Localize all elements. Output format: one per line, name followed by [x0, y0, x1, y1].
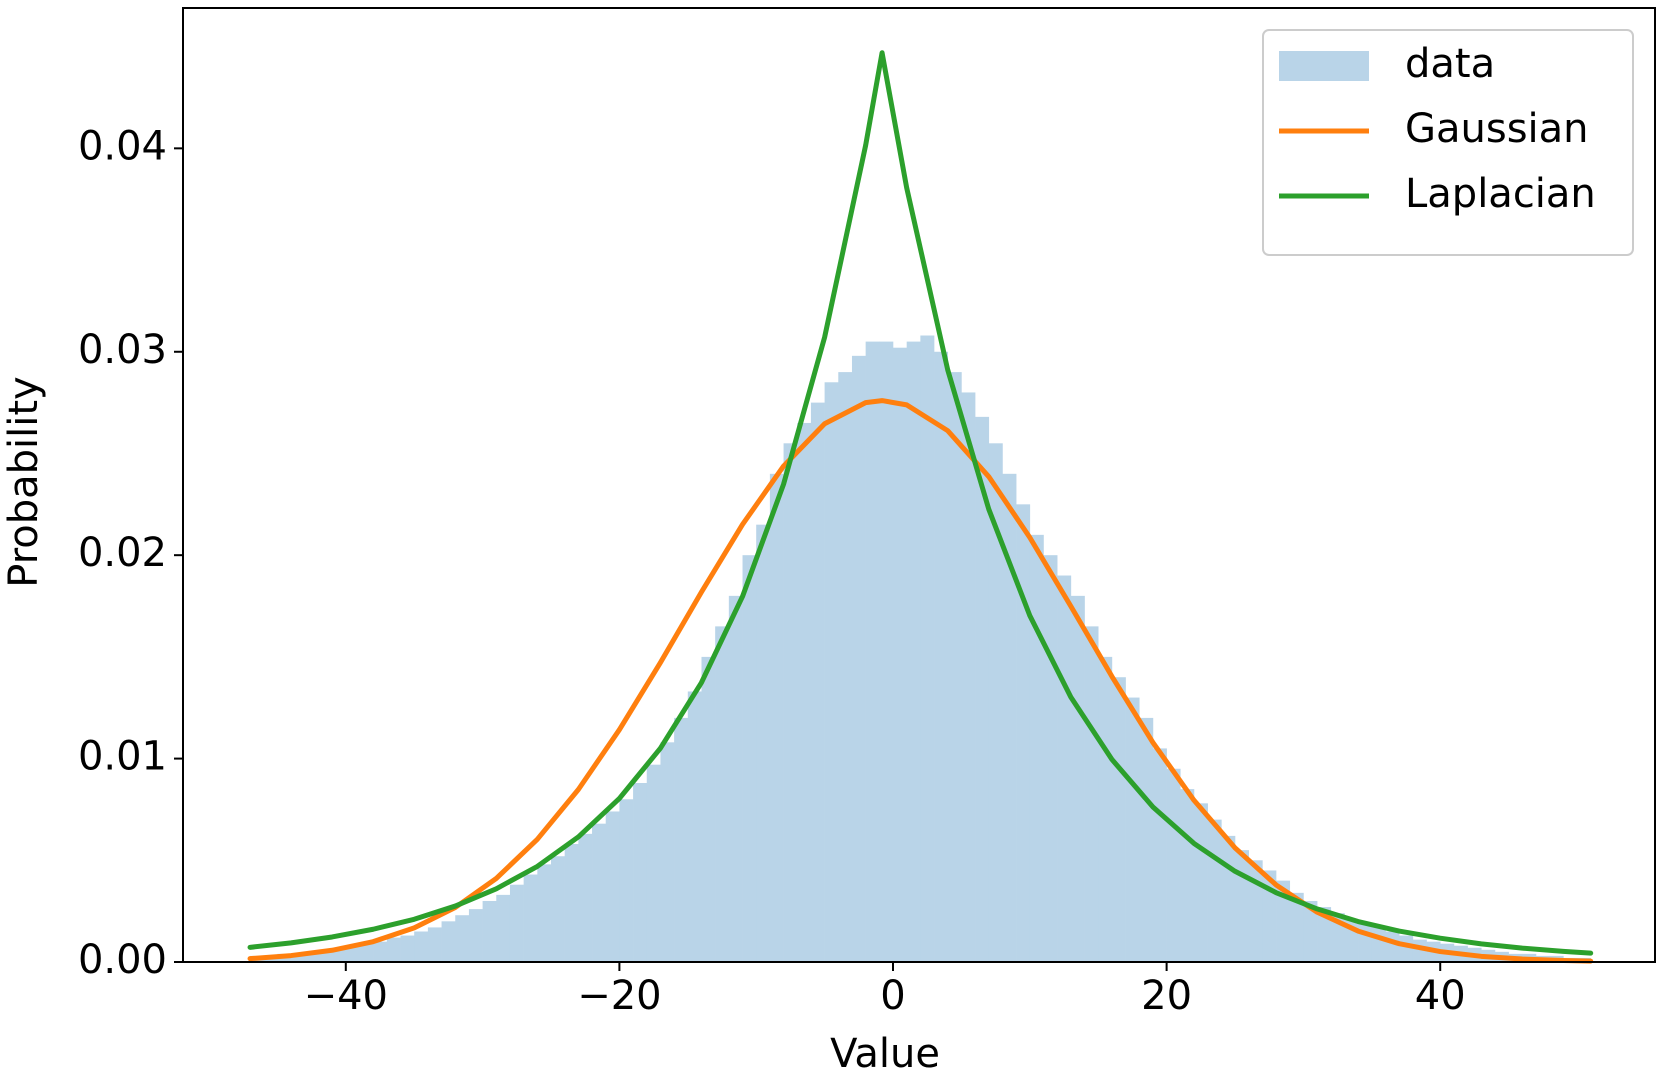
histogram-bar: [756, 524, 771, 962]
histogram-bar: [1152, 748, 1167, 962]
histogram-bar: [701, 656, 716, 962]
x-tick-label: 20: [1141, 973, 1192, 1019]
histogram-bar: [1084, 626, 1099, 962]
histogram-bar: [1221, 835, 1236, 962]
x-axis-label: Value: [830, 1031, 940, 1077]
histogram-bar: [619, 799, 634, 962]
histogram-bar: [1098, 656, 1113, 962]
y-tick-label: 0.04: [78, 123, 167, 169]
y-tick-label: 0.03: [78, 327, 167, 373]
y-tick-label: 0.01: [78, 734, 167, 780]
histogram-bar: [961, 392, 976, 962]
histogram-bar: [304, 951, 319, 962]
histogram-bar: [810, 402, 825, 962]
histogram-bar: [865, 341, 880, 963]
histogram-bar: [947, 372, 962, 963]
line: [247, 398, 1594, 964]
histogram-bar: [851, 355, 866, 962]
histogram-bar: [1317, 907, 1332, 962]
histogram-bar: [906, 341, 921, 963]
histogram-bar: [1276, 880, 1291, 962]
histogram-bar: [537, 864, 552, 962]
legend-label: data: [1405, 41, 1495, 87]
histogram-bar: [1207, 819, 1222, 962]
histogram-bar: [468, 909, 483, 962]
line: [247, 50, 1594, 956]
legend: data Gaussian Laplacian: [1262, 29, 1634, 256]
histogram-bar: [1371, 927, 1386, 962]
histogram-bar: [1303, 900, 1318, 962]
histogram-bar: [427, 927, 442, 962]
histogram-bar: [1125, 697, 1140, 962]
histogram-bar: [1057, 575, 1072, 962]
histogram-bar: [1029, 534, 1044, 962]
histogram-bar: [769, 473, 784, 962]
x-tick-label: 40: [1415, 973, 1466, 1019]
histogram-bar: [674, 717, 689, 962]
histogram-bar: [783, 443, 798, 962]
histogram-bar: [441, 921, 456, 962]
histogram-bar: [728, 595, 743, 962]
histogram-bar: [1043, 555, 1058, 962]
histogram-bar: [359, 943, 374, 962]
histogram-bar: [687, 691, 702, 962]
histogram-bar: [633, 782, 648, 962]
histogram-bar: [646, 764, 661, 962]
histogram-bar: [1193, 803, 1208, 962]
histogram-bar: [879, 341, 894, 963]
histogram-bar: [1399, 935, 1414, 962]
legend-label: Laplacian: [1405, 171, 1596, 217]
legend-swatch: [1279, 51, 1369, 81]
histogram-bar: [920, 335, 935, 962]
histogram-bar: [1111, 677, 1126, 962]
histogram-bar: [345, 945, 360, 962]
histogram-bar: [1002, 473, 1017, 962]
histogram-bar: [605, 811, 620, 962]
x-tick-label: 0: [880, 973, 905, 1019]
histogram-bar: [975, 416, 990, 962]
histogram-bar: [1070, 595, 1085, 962]
histogram-bar: [1166, 768, 1181, 962]
histogram-bar: [660, 742, 675, 962]
histogram-bar: [1289, 892, 1304, 962]
histogram-bar: [523, 874, 538, 962]
histogram-bar: [715, 626, 730, 962]
x-tick-label: −40: [304, 973, 388, 1019]
histogram-bar: [386, 937, 401, 962]
histogram-bar: [824, 382, 839, 962]
histogram-bar: [1248, 860, 1263, 962]
histogram-bar: [455, 915, 470, 962]
histogram-bar: [1139, 717, 1154, 962]
histogram-bar: [1016, 504, 1031, 962]
histogram-bar: [373, 941, 388, 962]
y-axis-label: Probability: [1, 376, 47, 587]
histogram-bar: [400, 935, 415, 962]
histogram-bar: [797, 422, 812, 963]
histogram-bar: [414, 931, 429, 962]
histogram-bar: [988, 443, 1003, 962]
y-tick-label: 0.02: [78, 530, 167, 576]
histogram-bar: [1180, 789, 1195, 962]
histogram-bar: [509, 884, 524, 962]
histogram-bar: [1235, 850, 1249, 962]
plot-frame: [182, 7, 1656, 963]
histogram-bar: [934, 351, 949, 962]
y-tick-label: 0.00: [78, 937, 167, 983]
histogram-bar: [482, 900, 497, 962]
histogram-bar: [742, 555, 757, 962]
histogram-bar: [838, 372, 853, 963]
histogram-bar: [551, 856, 565, 962]
histogram-bar: [1385, 931, 1400, 962]
legend-label: Gaussian: [1405, 106, 1589, 152]
histogram-bar: [592, 823, 607, 962]
x-tick-label: −20: [577, 973, 661, 1019]
histogram-bar: [496, 894, 511, 962]
histogram-bar: [291, 953, 306, 962]
histogram-bar: [893, 347, 907, 962]
legend-box: [1262, 29, 1634, 256]
histogram-bar: [564, 844, 579, 962]
histogram-bar: [578, 833, 593, 962]
